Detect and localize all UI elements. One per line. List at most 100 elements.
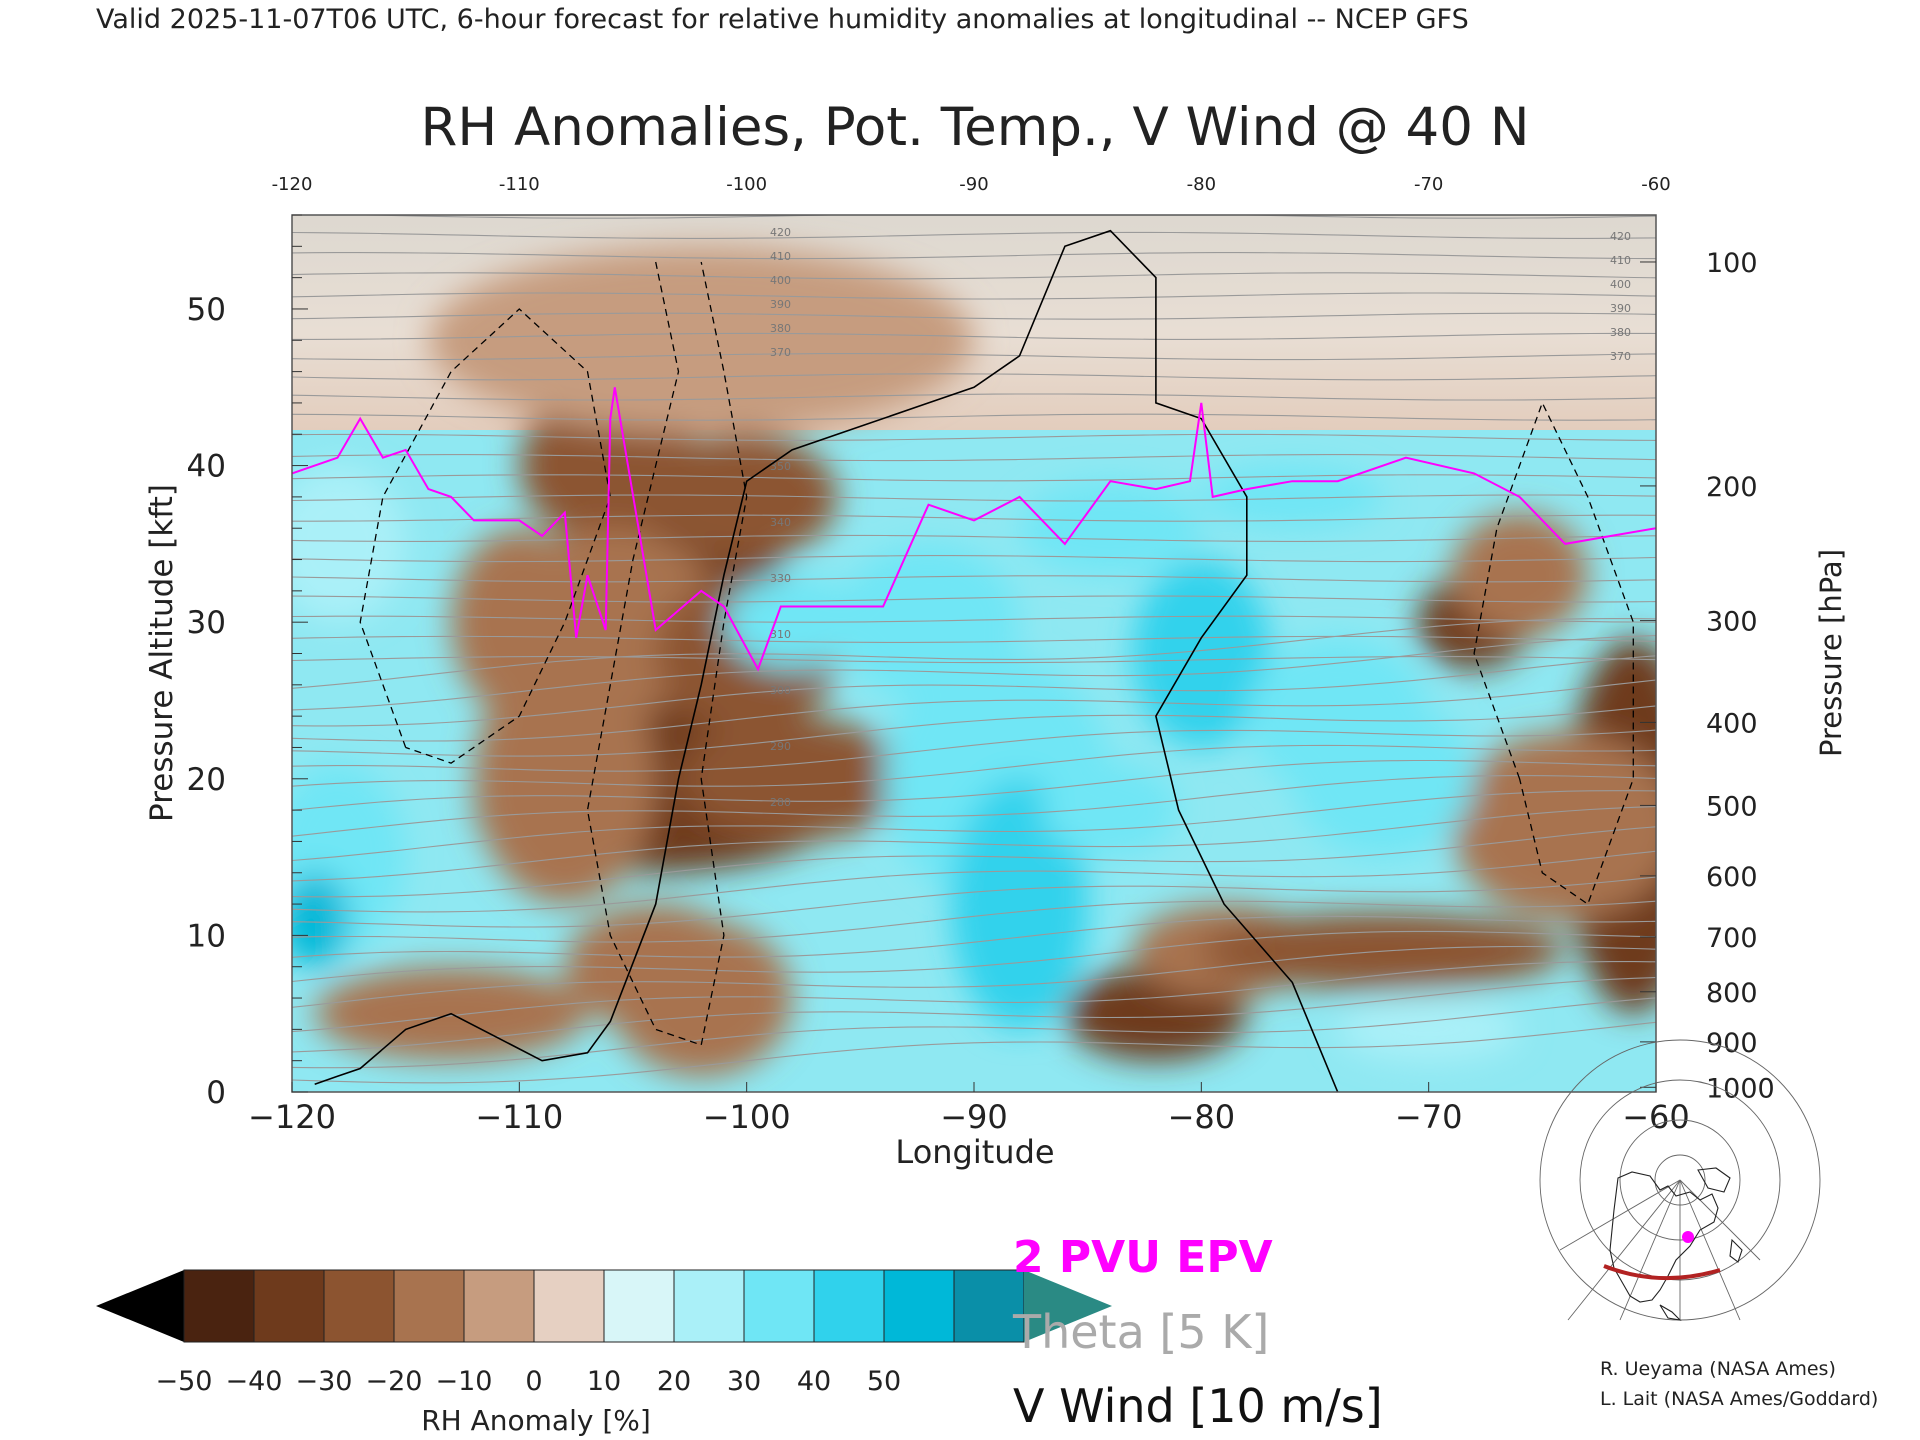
theta-contour-44 (342, 215, 1656, 219)
x-tick-label: −70 (1395, 1098, 1463, 1136)
colorbar-tick-label: −40 (226, 1366, 283, 1397)
x-axis-label: Longitude (895, 1133, 1054, 1171)
legend-theta: Theta [5 K] (1012, 1305, 1269, 1359)
credit-line-2: L. Lait (NASA Ames/Goddard) (1600, 1388, 1878, 1410)
y-tick-label: 50 (187, 292, 226, 328)
colorbar-tick-label: −50 (156, 1366, 213, 1397)
theta-label-left: 400 (770, 274, 791, 287)
theta-contour-30 (292, 494, 1656, 502)
theta-contour-0 (292, 1021, 1656, 1084)
colorbar-swatch (323, 1269, 395, 1343)
theta-contour-19 (292, 655, 1656, 727)
rh-cell-23 (292, 872, 349, 967)
theta-contour-33 (292, 433, 1656, 441)
rh-cell-19 (1451, 731, 1656, 920)
y-axis: 0 10 20 30 40 50 (187, 292, 226, 1111)
pressure-tick-label: 900 (1706, 1028, 1758, 1059)
theta-label-left: 390 (770, 298, 791, 311)
theta-contour-18 (292, 679, 1656, 742)
colorbar-swatch (393, 1269, 465, 1343)
map-route (1603, 1264, 1721, 1281)
epv-2pvu-contour (292, 387, 1656, 672)
y-axis-label: Pressure Altitude [kft] (144, 484, 180, 822)
theta-contour-23 (292, 635, 1656, 643)
colorbar-swatch (743, 1269, 815, 1343)
theta-contour-10 (292, 826, 1656, 898)
legend-epv: 2 PVU EPV (1013, 1232, 1273, 1283)
colorbar-tick-label: −20 (366, 1366, 423, 1397)
theta-contour-14 (292, 759, 1656, 811)
left-tick-marks (292, 214, 308, 1093)
theta-contour-1 (292, 997, 1656, 1069)
pressure-tick-label: 200 (1706, 472, 1758, 503)
top-tick-label: -100 (726, 174, 767, 195)
theta-contour-29 (292, 514, 1656, 522)
pressure-tick-label: 1000 (1706, 1073, 1775, 1104)
theta-label-right: 410 (1610, 254, 1631, 267)
theta-contour-5 (292, 930, 1656, 983)
theta-label-right: 390 (1610, 302, 1631, 315)
top-tick-label: -110 (499, 174, 540, 195)
v-wind-zero-contour (314, 229, 1339, 1092)
map-coastlines (1609, 1167, 1743, 1321)
colorbar-tick-label: 40 (797, 1366, 831, 1397)
theta-label-right: 420 (1610, 230, 1631, 243)
theta-contour-31 (292, 474, 1656, 482)
top-axis: -120 -110 -100 -90 -80 -70 -60 (272, 174, 1671, 195)
chart-title: RH Anomalies, Pot. Temp., V Wind @ 40 N (421, 97, 1530, 158)
colorbar-tick-label: 10 (587, 1366, 621, 1397)
rh-cell-29 (1019, 481, 1202, 576)
theta-contour-41 (292, 272, 1656, 280)
x-tick-label: −60 (1622, 1098, 1690, 1136)
colorbar-swatch (253, 1269, 325, 1343)
y-tick-label: 40 (187, 449, 226, 485)
theta-contour-42 (292, 252, 1656, 260)
rh-cell-7 (678, 716, 906, 842)
x-tick-label: −100 (703, 1098, 791, 1136)
pressure-tick-label: 300 (1706, 607, 1758, 638)
theta-label-left: 330 (770, 572, 791, 585)
v-wind-negative-contour-1 (586, 261, 748, 1046)
location-map (1539, 1039, 1821, 1321)
top-tick-label: -120 (272, 174, 313, 195)
colorbar-swatch (813, 1269, 885, 1343)
colorbar-tick-label: 0 (525, 1366, 542, 1397)
pressure-axis: 100 200 300 400 500 600 700 800 900 1000 (1706, 248, 1775, 1104)
top-tick-label: -60 (1641, 174, 1670, 195)
pressure-tick-label: 100 (1706, 248, 1758, 279)
theta-contour-20 (292, 635, 1656, 711)
x-tick-label: −110 (475, 1098, 563, 1136)
colorbar-swatch (183, 1269, 255, 1343)
legend-wind: V Wind [10 m/s] (1013, 1379, 1383, 1433)
theta-label-right: 400 (1610, 278, 1631, 291)
colorbar-swatch (953, 1269, 1025, 1343)
theta-contour-38 (292, 332, 1656, 340)
theta-contour-13 (292, 775, 1656, 837)
colorbar-tick-label: −30 (296, 1366, 353, 1397)
rh-cell-20 (428, 246, 974, 435)
pressure-axis-label: Pressure [hPa] (1814, 549, 1848, 757)
theta-contour-37 (292, 353, 1656, 361)
rh-cell-33 (1292, 700, 1475, 858)
colorbar-high-arrow (1024, 1270, 1112, 1342)
theta-contour-24 (292, 615, 1656, 623)
theta-label-left: 410 (770, 250, 791, 263)
theta-label-left: 350 (770, 460, 791, 473)
theta-contour-25 (292, 595, 1656, 603)
pressure-tick-label: 500 (1706, 791, 1758, 822)
theta-label-left: 310 (770, 628, 791, 641)
rh-cell-9 (473, 653, 656, 905)
colorbar-tick-label: 20 (657, 1366, 691, 1397)
theta-contour-11 (292, 806, 1656, 882)
theta-contour-22 (292, 656, 1656, 664)
theta-contour-15 (292, 744, 1656, 787)
rh-cell-30 (1133, 559, 1270, 748)
x-axis: −120 −110 −100 −90 −80 −70 −60 (248, 1082, 1690, 1136)
theta-contour-7 (292, 900, 1656, 943)
pressure-tick-label: 700 (1706, 923, 1758, 954)
theta-label-left: 300 (770, 684, 791, 697)
colorbar-swatch (883, 1269, 955, 1343)
colorbar-tick-label: 30 (727, 1366, 761, 1397)
theta-label-left: 370 (770, 346, 791, 359)
